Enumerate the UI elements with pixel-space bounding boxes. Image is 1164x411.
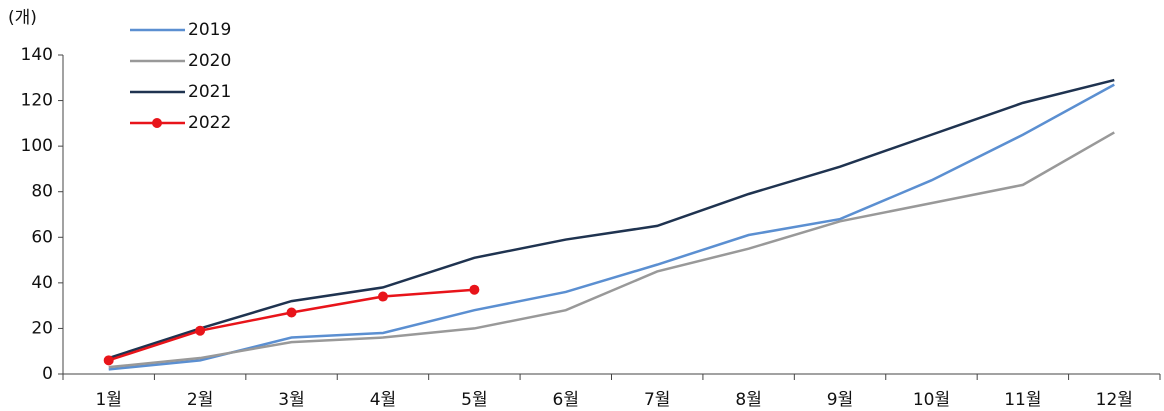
point (377, 291, 388, 302)
x-tick-label: 7월 (644, 390, 670, 410)
x-tick-label: 12월 (1096, 390, 1133, 410)
point (286, 307, 297, 318)
y-tick-label: 40 (31, 273, 53, 293)
series-line (108, 78, 1115, 360)
x-tick-label: 3월 (278, 390, 304, 410)
series-line (108, 131, 1115, 369)
y-tick-label: 120 (21, 91, 53, 111)
x-tick-label: 8월 (735, 390, 761, 410)
y-tick-label: 60 (31, 227, 53, 247)
y-tick-label: 80 (31, 182, 53, 202)
x-tick-label: 10월 (913, 390, 950, 410)
x-tick-label: 11월 (1004, 390, 1041, 410)
x-tick-label: 5월 (461, 390, 487, 410)
y-tick-label: 20 (31, 318, 53, 338)
legend-marker (152, 118, 162, 128)
point (195, 325, 206, 336)
point (469, 284, 480, 295)
x-tick-label: 4월 (370, 390, 396, 410)
x-tick-label: 9월 (827, 390, 853, 410)
y-tick-label: 140 (21, 45, 53, 65)
legend-label: 2020 (188, 51, 231, 71)
x-tick-label: 2월 (187, 390, 213, 410)
x-tick-label: 1월 (95, 390, 121, 410)
y-axis-label: (개) (8, 8, 37, 28)
y-tick-label: 0 (42, 364, 53, 384)
y-tick-label: 100 (21, 136, 53, 156)
legend-label: 2019 (188, 20, 231, 40)
series-line (108, 83, 1115, 371)
legend-label: 2022 (188, 113, 231, 133)
x-tick-label: 6월 (553, 390, 579, 410)
legend-label: 2021 (188, 82, 231, 102)
point (103, 355, 114, 366)
